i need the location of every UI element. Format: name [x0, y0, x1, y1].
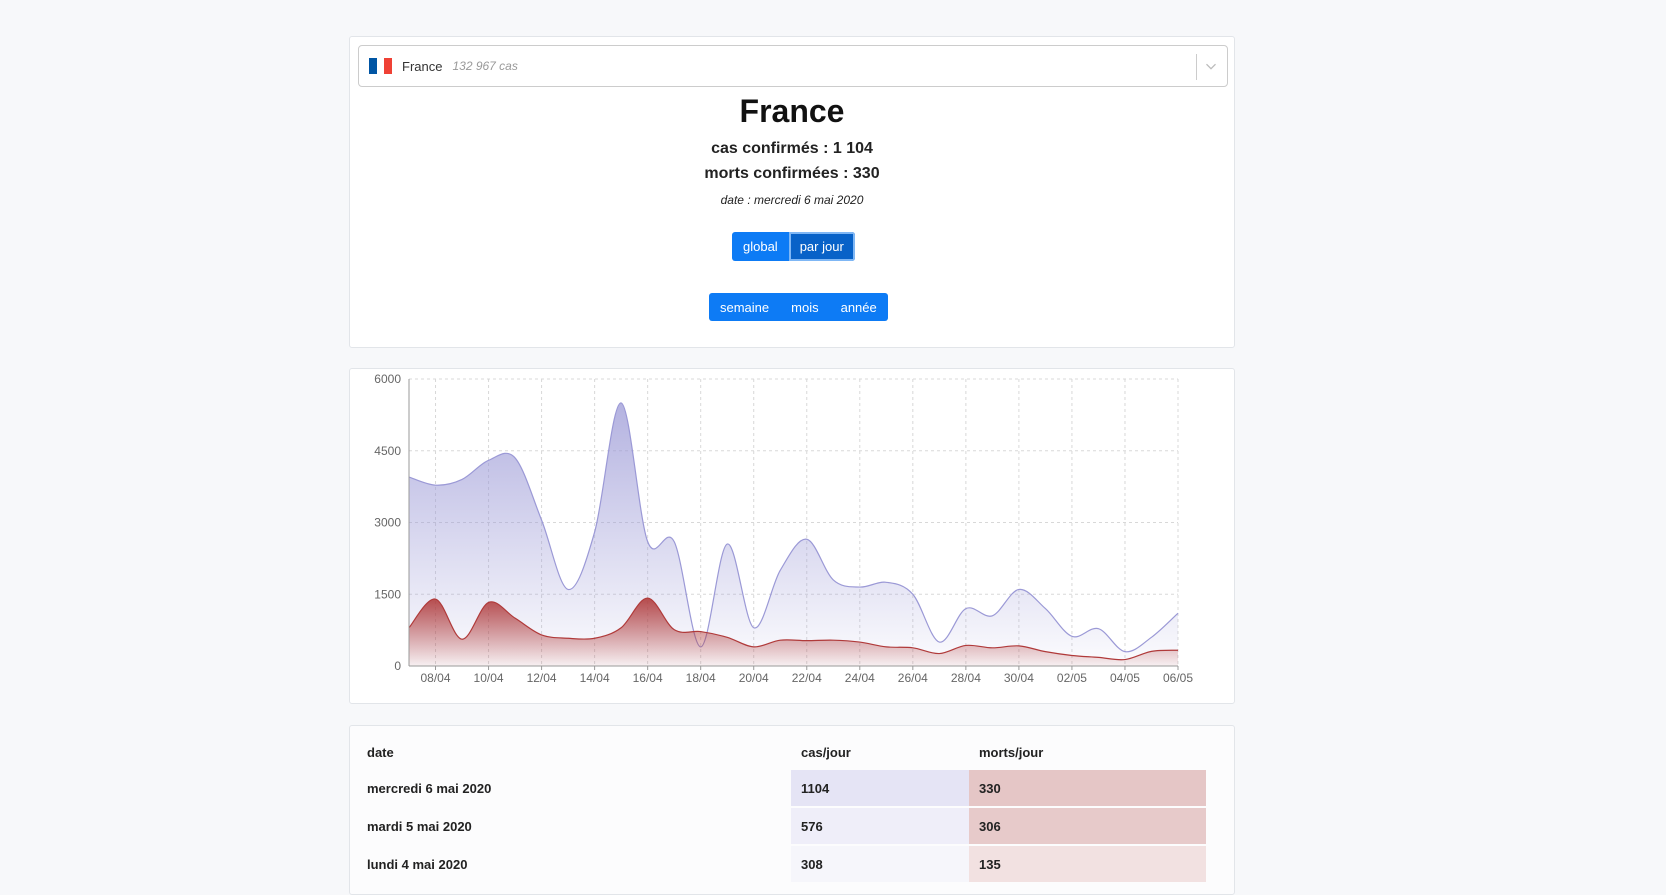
table-header: date cas/jour morts/jour [367, 734, 1234, 770]
week-button[interactable]: semaine [709, 293, 780, 321]
year-button[interactable]: année [830, 293, 888, 321]
daily-area-chart: 0 1500 3000 4500 6000 08/04 10/04 12/04 14/04 16/… [350, 369, 1234, 703]
table-row: mercredi 6 mai 2020 1104 330 [367, 770, 1234, 806]
x-tick-label: 28/04 [951, 671, 981, 685]
confirmed-deaths-text: morts confirmées : 330 [350, 165, 1234, 183]
country-select[interactable]: France 132 967 cas [358, 45, 1228, 87]
x-tick-label: 06/05 [1163, 671, 1193, 685]
row-cases: 308 [791, 846, 969, 882]
x-tick-label: 18/04 [686, 671, 716, 685]
row-date: mardi 5 mai 2020 [367, 819, 791, 834]
chevron-down-icon[interactable] [1202, 57, 1220, 75]
header-deaths: morts/jour [969, 734, 1206, 770]
x-tick-label: 20/04 [739, 671, 769, 685]
daily-button[interactable]: par jour [789, 232, 855, 261]
x-tick-label: 16/04 [633, 671, 663, 685]
selected-country-count: 132 967 cas [452, 59, 517, 73]
row-deaths: 330 [969, 770, 1206, 806]
x-tick-label: 22/04 [792, 671, 822, 685]
row-cases: 576 [791, 808, 969, 844]
table-row: mardi 5 mai 2020 576 306 [367, 808, 1234, 844]
select-divider [1196, 54, 1197, 80]
range-toggle-group: semaine mois année [709, 293, 888, 321]
x-tick-label: 04/05 [1110, 671, 1140, 685]
y-tick-label: 0 [394, 659, 401, 673]
y-tick-label: 3000 [374, 516, 401, 530]
daily-table-card: date cas/jour morts/jour mercredi 6 mai … [349, 725, 1235, 895]
confirmed-cases-text: cas confirmés : 1 104 [350, 140, 1234, 158]
row-date: lundi 4 mai 2020 [367, 857, 791, 872]
y-tick-label: 1500 [374, 587, 401, 601]
country-summary-card: France 132 967 cas France cas confirmés … [349, 36, 1235, 348]
x-tick-label: 08/04 [421, 671, 451, 685]
row-date: mercredi 6 mai 2020 [367, 781, 791, 796]
header-cases: cas/jour [791, 734, 969, 770]
selected-country-label: France [402, 59, 442, 74]
x-tick-label: 26/04 [898, 671, 928, 685]
x-tick-label: 10/04 [474, 671, 504, 685]
country-title: France [350, 93, 1234, 130]
x-tick-label: 12/04 [527, 671, 557, 685]
x-tick-label: 30/04 [1004, 671, 1034, 685]
row-deaths: 306 [969, 808, 1206, 844]
mode-toggle-group: global par jour [732, 232, 855, 261]
month-button[interactable]: mois [780, 293, 829, 321]
x-tick-label: 24/04 [845, 671, 875, 685]
y-tick-label: 4500 [374, 444, 401, 458]
france-flag-icon [369, 58, 392, 74]
y-tick-label: 6000 [374, 372, 401, 386]
row-cases: 1104 [791, 770, 969, 806]
header-date: date [367, 745, 791, 760]
table-row: lundi 4 mai 2020 308 135 [367, 846, 1234, 882]
date-text: date : mercredi 6 mai 2020 [350, 193, 1234, 207]
global-button[interactable]: global [732, 232, 789, 261]
row-deaths: 135 [969, 846, 1206, 882]
x-tick-label: 14/04 [580, 671, 610, 685]
daily-chart-card: 0 1500 3000 4500 6000 08/04 10/04 12/04 14/04 16/… [349, 368, 1235, 704]
x-tick-label: 02/05 [1057, 671, 1087, 685]
